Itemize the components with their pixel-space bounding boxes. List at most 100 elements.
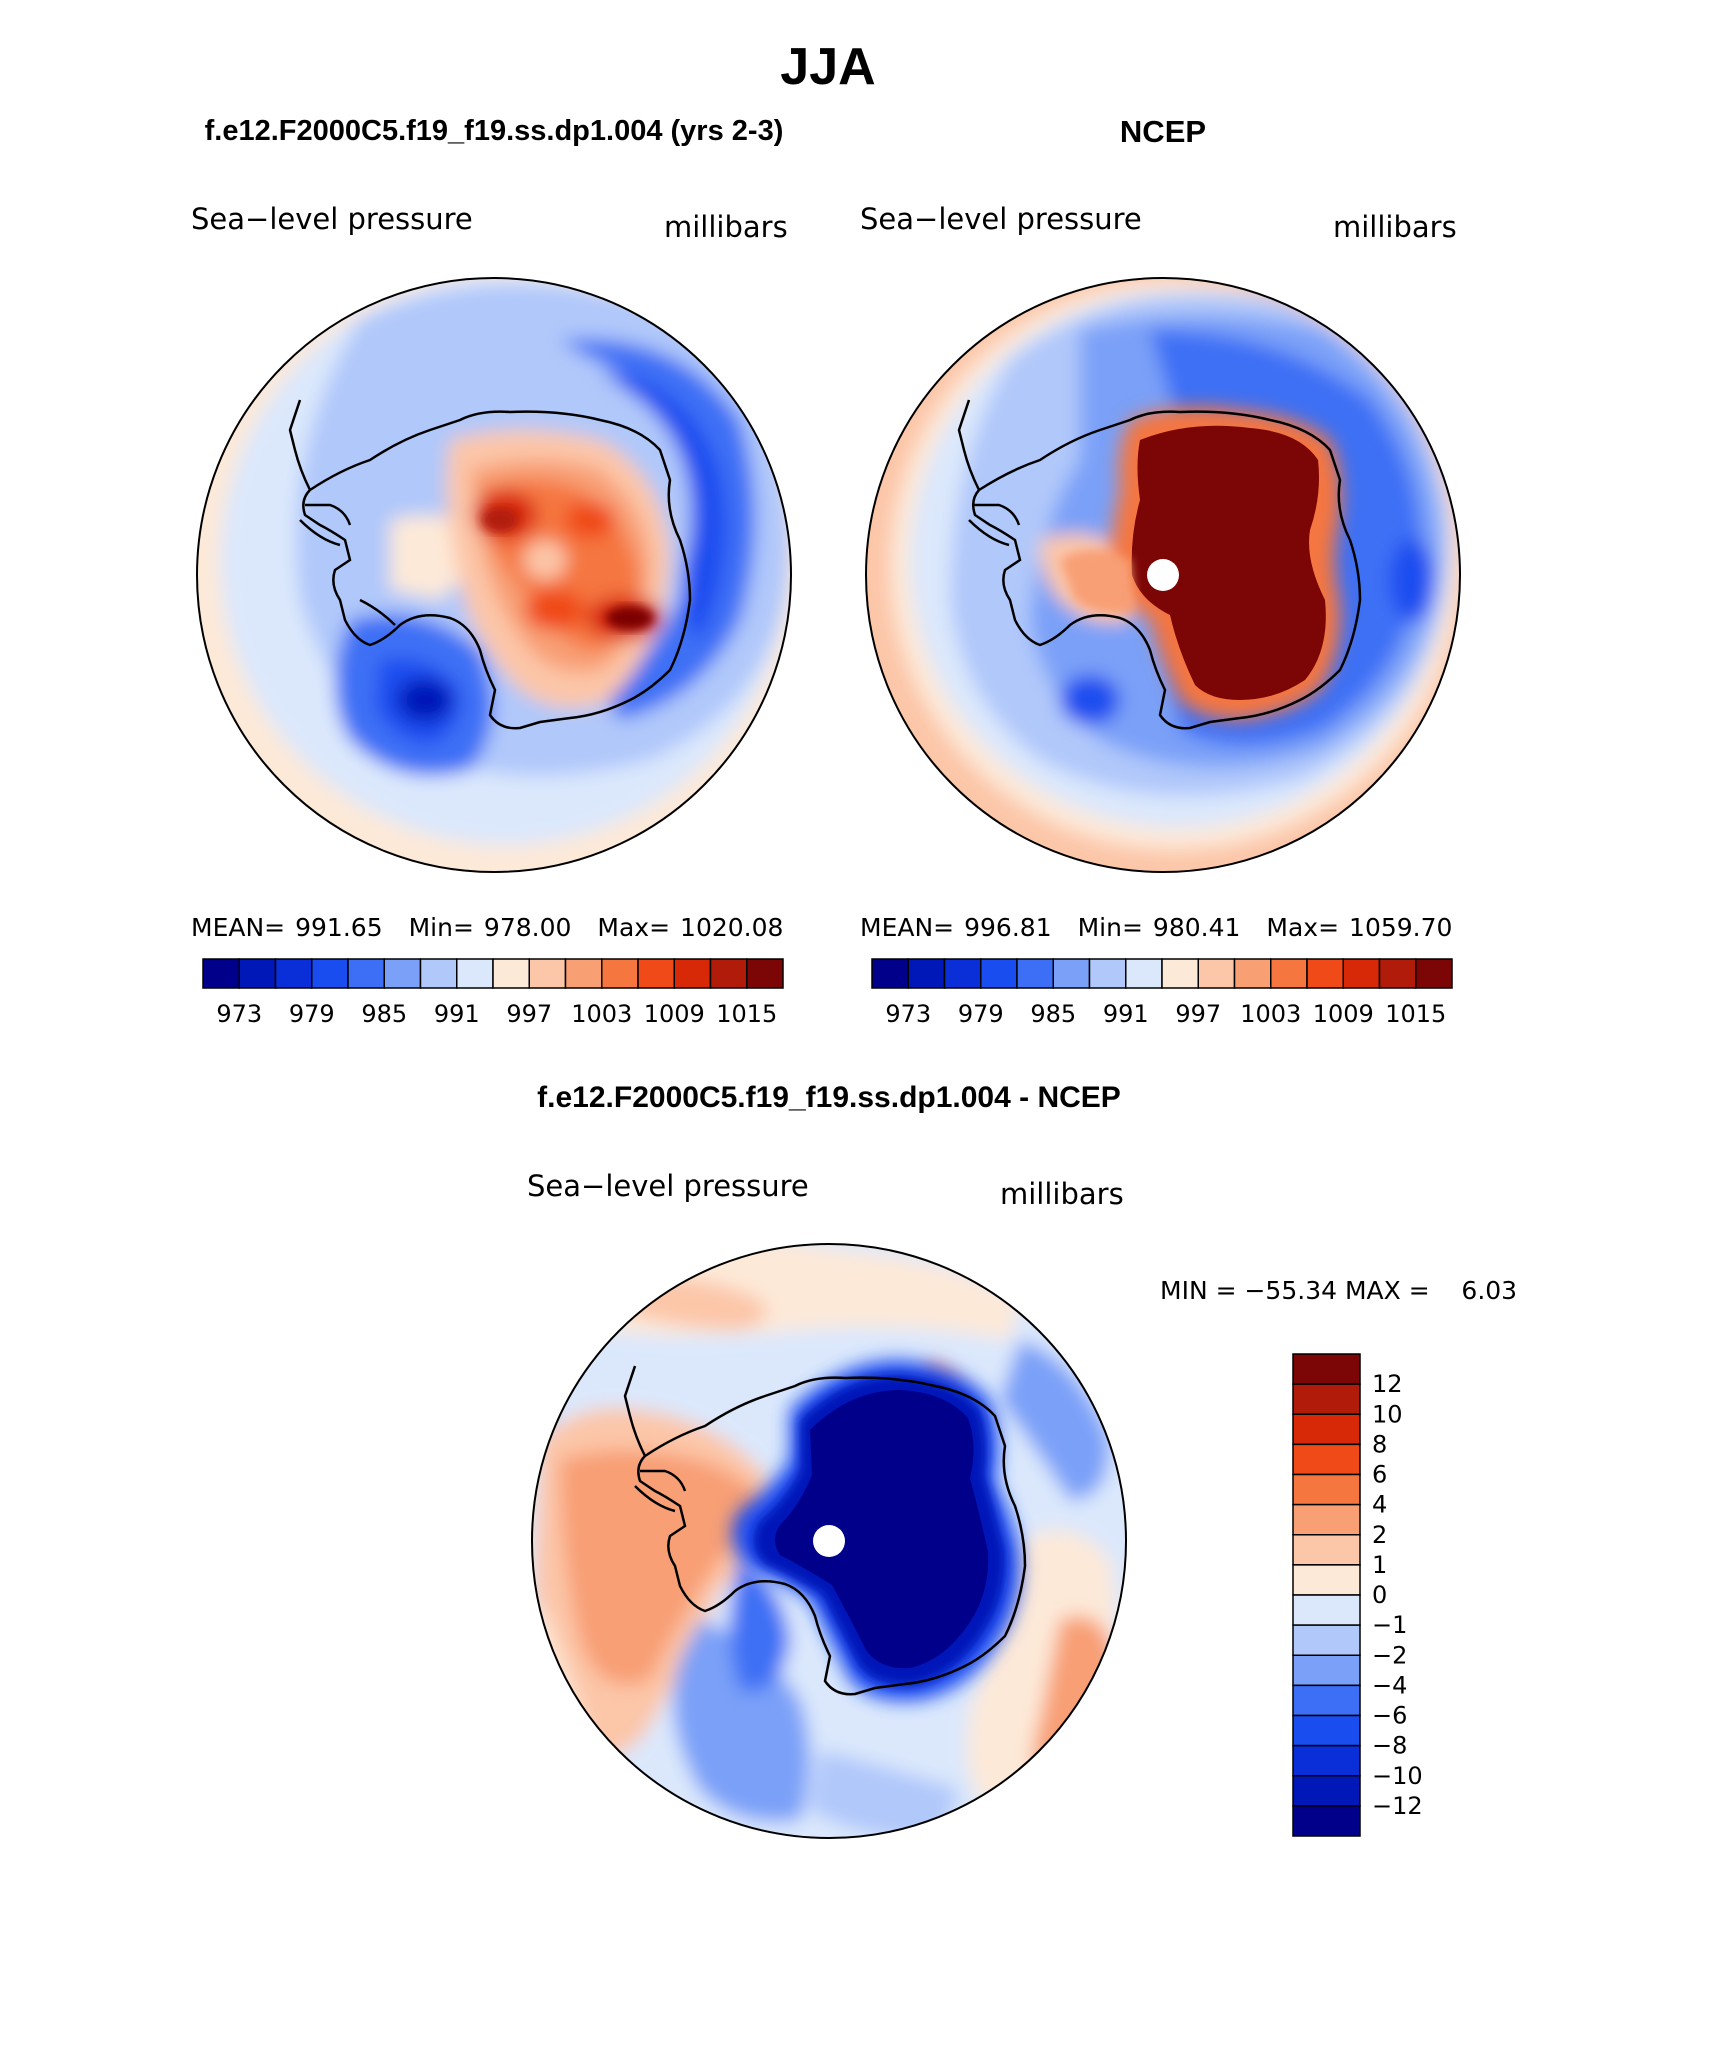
diff-minmax: MIN = −55.34 MAX = 6.03 [1160,1276,1517,1305]
model-colorbar-tick-label: 985 [361,1000,407,1028]
model-colorbar-swatch [564,958,603,989]
diff-colorbar-swatch [1292,1383,1361,1415]
model-colorbar-swatch [528,958,567,989]
main-title: JJA [780,38,875,96]
obs-colorbar: 973 979 985 991 997 1003 1009 1015 [871,958,1453,1028]
obs-antarctica-coastline [971,410,1362,730]
obs-colorbar-swatch [943,958,982,989]
model-antarctica-coastline [302,410,692,730]
diff-antarctica-coastline [637,1376,1027,1696]
diff-colorbar-tick-label: 0 [1372,1581,1387,1609]
model-colorbar-swatch [637,958,675,989]
diff-colorbar-swatch [1292,1594,1361,1626]
obs-polar-map [866,278,1460,872]
obs-colorbar-tick-label: 985 [1030,1000,1076,1028]
diff-colorbar-swatch [1292,1805,1361,1837]
model-colorbar-swatch [202,958,240,989]
model-colorbar: 973 979 985 991 997 1003 1009 1015 [202,958,784,1028]
diff-colorbar-tick-label: −10 [1372,1762,1423,1790]
model-colorbar-tick-label: 979 [289,1000,335,1028]
diff-colorbar-tick-label: 2 [1372,1521,1387,1549]
diff-colorbar-swatch [1292,1443,1361,1476]
obs-colorbar-swatch [1197,958,1236,989]
obs-colorbar-swatch [1378,958,1417,989]
obs-colorbar-swatch [1016,958,1054,989]
model-variable-label: Sea−level pressure [191,202,473,236]
diff-colorbar-tick-label: 1 [1372,1551,1387,1579]
model-units-label: millibars [664,210,788,244]
diff-units-label: millibars [1000,1177,1124,1211]
obs-panel-heading: NCEP [1120,114,1206,149]
obs-colorbar-swatch [1052,958,1091,989]
model-colorbar-swatch [709,958,748,989]
model-colorbar-swatch [311,958,349,989]
diff-colorbar-swatch [1292,1503,1361,1536]
obs-colorbar-tick-label: 1003 [1240,1000,1301,1028]
diff-colorbar-swatch [1292,1654,1361,1687]
diff-low-pressure-plateau [775,1390,989,1669]
diff-pole-marker [813,1525,845,1557]
obs-colorbar-tick-label: 1015 [1385,1000,1446,1028]
diff-colorbar-swatch [1292,1534,1361,1566]
diff-polar-map [532,1244,1126,1838]
diff-colorbar-tick-label: −6 [1372,1702,1407,1730]
diff-colorbar-tick-label: 6 [1372,1461,1387,1489]
obs-colorbar-swatch [1415,958,1453,989]
model-colorbar-swatch [492,958,530,989]
model-map-border [196,277,792,873]
diff-colorbar-swatch [1292,1473,1361,1506]
diff-colorbar-swatch [1292,1413,1361,1446]
diff-colorbar-swatch [1292,1714,1361,1747]
diff-colorbar-tick-label: −4 [1372,1671,1407,1699]
model-colorbar-tick-label: 1015 [716,1000,777,1028]
diff-colorbar-tick-label: −12 [1372,1792,1423,1820]
obs-colorbar-swatch [907,958,946,989]
obs-colorbar-swatch [1233,958,1272,989]
model-colorbar-swatch [347,958,385,989]
obs-map-border [865,277,1461,873]
obs-high-pressure-plateau [1131,425,1326,700]
model-colorbar-swatch [673,958,712,989]
diff-colorbar-tick-label: 10 [1372,1400,1403,1428]
obs-colorbar-swatch [1270,958,1308,989]
obs-colorbar-tick-label: 973 [885,1000,931,1028]
obs-colorbar-swatch [871,958,909,989]
model-colorbar-swatch [601,958,639,989]
model-colorbar-swatch [383,958,422,989]
diff-variable-label: Sea−level pressure [527,1169,809,1203]
diff-colorbar-swatch [1292,1353,1361,1385]
obs-colorbar-swatch [1342,958,1381,989]
obs-colorbar-tick-label: 979 [958,1000,1004,1028]
obs-peninsula-coastline [957,399,1021,547]
model-colorbar-tick-label: 973 [216,1000,262,1028]
obs-colorbar-swatch [1161,958,1199,989]
model-peninsula-coastline [288,399,396,626]
diff-map-border [531,1243,1127,1839]
diff-colorbar-tick-label: 12 [1372,1370,1403,1398]
obs-colorbar-tick-label: 991 [1103,1000,1149,1028]
diff-panel-heading: f.e12.F2000C5.f19_f19.ss.dp1.004 - NCEP [537,1081,1121,1114]
diff-colorbar-swatch [1292,1744,1361,1777]
obs-colorbar-tick-label: 997 [1175,1000,1221,1028]
obs-colorbar-swatch [1088,958,1127,989]
obs-stats: MEAN= 996.81 Min= 980.41 Max= 1059.70 [860,913,1452,942]
diff-colorbar-swatch [1292,1775,1361,1807]
diff-colorbar-tick-label: −2 [1372,1641,1407,1669]
model-colorbar-tick-label: 1003 [571,1000,632,1028]
obs-colorbar-swatch [1125,958,1163,989]
model-colorbar-swatch [419,958,458,989]
model-stats: MEAN= 991.65 Min= 978.00 Max= 1020.08 [191,913,783,942]
model-colorbar-swatch [456,958,494,989]
obs-colorbar-swatch [980,958,1018,989]
obs-variable-label: Sea−level pressure [860,202,1142,236]
diff-colorbar-swatch [1292,1624,1361,1656]
model-colorbar-swatch [746,958,784,989]
diff-colorbar-swatch [1292,1684,1361,1717]
obs-colorbar-tick-label: 1009 [1313,1000,1374,1028]
diff-peninsula-coastline [623,1365,687,1513]
model-colorbar-swatch [238,958,277,989]
obs-colorbar-swatch [1306,958,1344,989]
diff-colorbar-tick-label: 4 [1372,1491,1387,1519]
